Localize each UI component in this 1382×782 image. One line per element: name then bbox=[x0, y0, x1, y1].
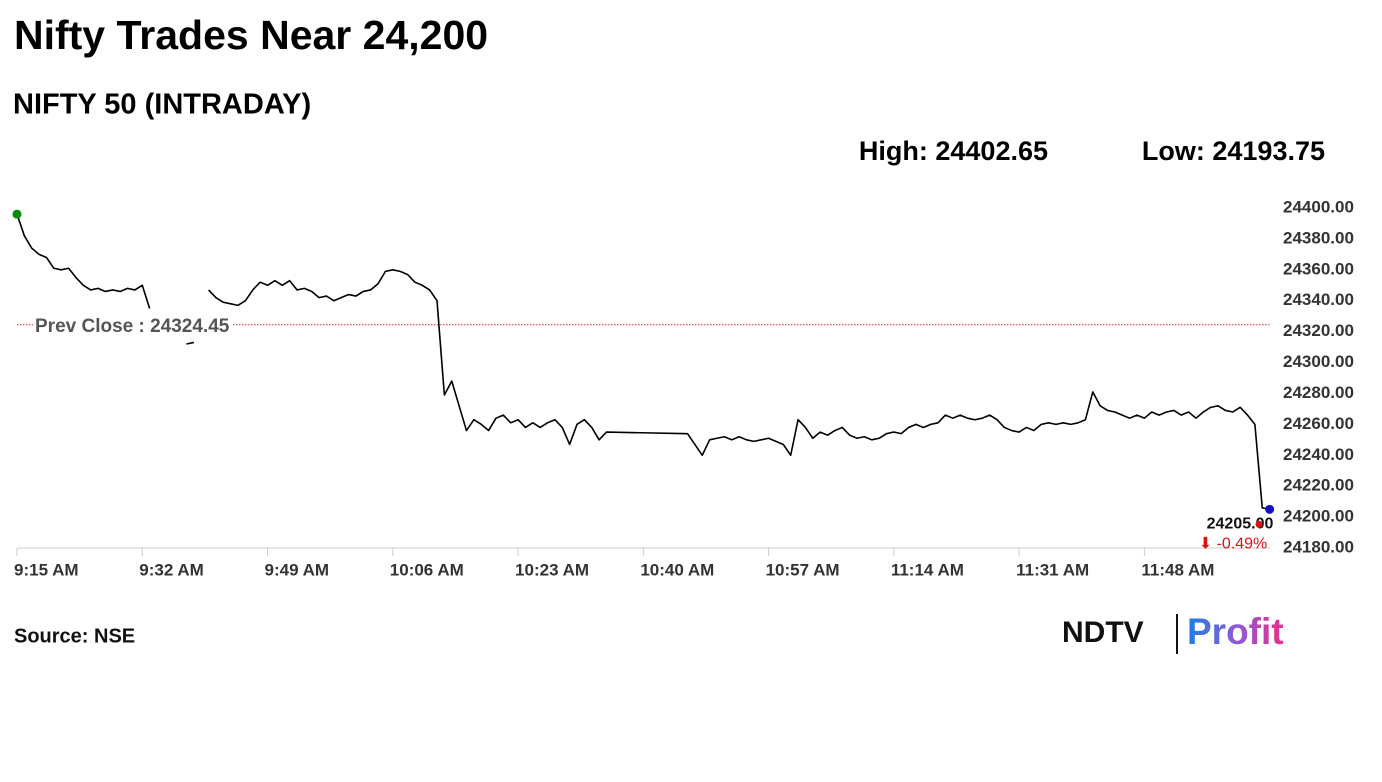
x-tick-label: 10:57 AM bbox=[766, 560, 840, 579]
end-marker bbox=[1265, 504, 1275, 514]
y-tick-label: 24400.00 bbox=[1283, 197, 1354, 216]
y-tick-label: 24320.00 bbox=[1283, 321, 1354, 340]
reference-label-bg bbox=[33, 315, 232, 337]
y-tick-label: 24260.00 bbox=[1283, 414, 1354, 433]
logo-brand: NDTV bbox=[1062, 616, 1144, 649]
y-tick-label: 24220.00 bbox=[1283, 476, 1354, 495]
y-tick-label: 24380.00 bbox=[1283, 228, 1354, 247]
logo-product: Profit bbox=[1187, 611, 1284, 652]
change-label: ⬇ -0.49% bbox=[1199, 536, 1268, 553]
x-tick-label: 9:32 AM bbox=[139, 560, 204, 579]
y-tick-label: 24180.00 bbox=[1283, 537, 1354, 556]
y-tick-label: 24360.00 bbox=[1283, 259, 1354, 278]
last-value-dot bbox=[1255, 520, 1263, 528]
x-tick-label: 9:49 AM bbox=[265, 560, 330, 579]
y-tick-label: 24300.00 bbox=[1283, 352, 1354, 371]
x-tick-label: 9:15 AM bbox=[14, 560, 79, 579]
reference-label: Prev Close : 24324.45 bbox=[35, 316, 230, 337]
x-tick-label: 11:31 AM bbox=[1016, 560, 1089, 579]
y-tick-label: 24200.00 bbox=[1283, 507, 1354, 526]
source: Source: NSE bbox=[14, 625, 135, 647]
y-tick-label: 24280.00 bbox=[1283, 383, 1354, 402]
x-tick-label: 10:40 AM bbox=[640, 560, 714, 579]
chart-subtitle: NIFTY 50 (INTRADAY) bbox=[13, 89, 311, 121]
price-line bbox=[16, 213, 1270, 511]
last-value-label: 24205.00 bbox=[1207, 516, 1274, 533]
logo: NDTV Profit bbox=[1062, 611, 1284, 654]
y-tick-label: 24340.00 bbox=[1283, 290, 1354, 309]
high-label: High: 24402.65 bbox=[859, 136, 1048, 166]
low-label: Low: 24193.75 bbox=[1142, 136, 1325, 166]
start-marker bbox=[12, 209, 22, 219]
chart-title: Nifty Trades Near 24,200 bbox=[14, 12, 488, 58]
x-tick-label: 10:06 AM bbox=[390, 560, 464, 579]
x-tick-label: 11:14 AM bbox=[891, 560, 964, 579]
y-tick-label: 24240.00 bbox=[1283, 445, 1354, 464]
x-tick-label: 10:23 AM bbox=[515, 560, 589, 579]
x-tick-label: 11:48 AM bbox=[1141, 560, 1214, 579]
